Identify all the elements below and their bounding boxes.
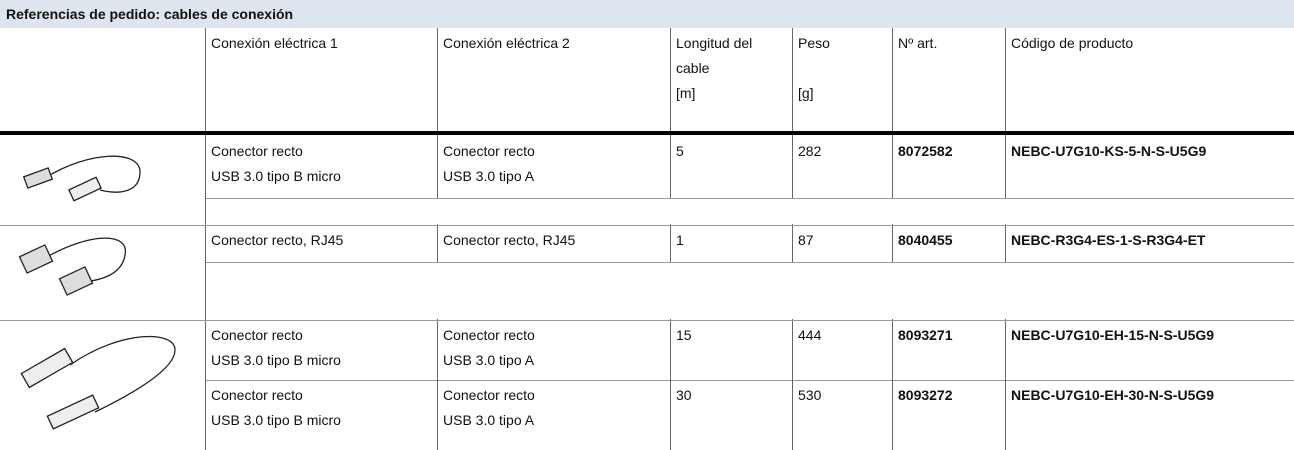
table-cell: USB 3.0 tipo A [443, 412, 535, 428]
cable-images [18, 155, 176, 430]
table-cell: Conector recto [211, 327, 303, 343]
table-cell: NEBC-U7G10-KS-5-N-S-U5G9 [1011, 143, 1207, 159]
header-cell: Conexión eléctrica 2 [443, 35, 570, 51]
rule [892, 28, 893, 131]
rule [437, 135, 438, 198]
header-cell: Peso [798, 35, 830, 51]
rule [670, 135, 671, 198]
rule [670, 319, 671, 380]
header-cell: Código de producto [1011, 35, 1134, 51]
rule [1005, 224, 1006, 262]
header-cell: Nº art. [898, 35, 938, 51]
table-cell: NEBC-U7G10-EH-15-N-S-U5G9 [1011, 327, 1215, 343]
rule [0, 225, 1294, 226]
table-title: Referencias de pedido: cables de conexió… [6, 6, 294, 22]
rule [670, 379, 671, 450]
rule [205, 198, 1294, 199]
usb-cable-image [22, 155, 141, 202]
table-cell: NEBC-R3G4-ES-1-S-R3G4-ET [1011, 232, 1206, 248]
table-cell: USB 3.0 tipo B micro [211, 168, 341, 184]
table-cell: USB 3.0 tipo B micro [211, 412, 341, 428]
table-cell: NEBC-U7G10-EH-30-N-S-U5G9 [1011, 387, 1215, 403]
header-cell: Longitud del [676, 35, 753, 51]
usb-long-cable-image [20, 335, 176, 430]
rule [437, 28, 438, 131]
rule [670, 28, 671, 131]
table-cell: 8093272 [898, 387, 953, 403]
table-cell: USB 3.0 tipo A [443, 168, 535, 184]
rule [670, 224, 671, 262]
rule [205, 379, 206, 450]
table-cell: 530 [798, 387, 822, 403]
rule [437, 379, 438, 450]
rule [437, 319, 438, 380]
rule [892, 319, 893, 380]
table-cell: 15 [676, 327, 692, 343]
rj45-cable-image [18, 237, 126, 296]
rule [1005, 379, 1006, 450]
rule [792, 319, 793, 380]
rule [205, 262, 206, 320]
table-cell: 87 [798, 232, 814, 248]
title-bar: Referencias de pedido: cables de conexió… [0, 0, 1294, 28]
table-cell: Conector recto [443, 143, 535, 159]
table-cell: 30 [676, 387, 692, 403]
rule [0, 320, 1294, 321]
table-cell: USB 3.0 tipo B micro [211, 352, 341, 368]
header-cell: [g] [798, 85, 814, 101]
table-cell: 5 [676, 143, 684, 159]
table-cell: 1 [676, 232, 684, 248]
rule [1005, 319, 1006, 380]
rule [205, 135, 206, 198]
table-cell: USB 3.0 tipo A [443, 352, 535, 368]
table-cell: Conector recto, RJ45 [443, 232, 576, 248]
rule [1005, 28, 1006, 131]
rule [892, 379, 893, 450]
rule [205, 262, 1294, 263]
table-cell: Conector recto [211, 387, 303, 403]
table-cell: 444 [798, 327, 822, 343]
rule [205, 380, 1294, 381]
rule [1005, 135, 1006, 198]
rule [792, 135, 793, 198]
table-cell: Conector recto, RJ45 [211, 232, 344, 248]
rule [792, 379, 793, 450]
rule [205, 28, 206, 131]
rule [437, 224, 438, 262]
table-cell: Conector recto [443, 327, 535, 343]
rule [792, 224, 793, 262]
rule [205, 198, 206, 225]
header-cell: [m] [676, 85, 696, 101]
rule [792, 28, 793, 131]
rule [892, 135, 893, 198]
rule [0, 131, 1294, 135]
rule [205, 319, 206, 380]
table-cell: 8040455 [898, 232, 953, 248]
table-cell: 8093271 [898, 327, 953, 343]
header-cell: cable [676, 60, 710, 76]
table-cell: Conector recto [211, 143, 303, 159]
rule [205, 224, 206, 262]
rule [892, 224, 893, 262]
table-cell: 282 [798, 143, 822, 159]
table-cell: Conector recto [443, 387, 535, 403]
table-cell: 8072582 [898, 143, 953, 159]
header-cell: Conexión eléctrica 1 [211, 35, 338, 51]
